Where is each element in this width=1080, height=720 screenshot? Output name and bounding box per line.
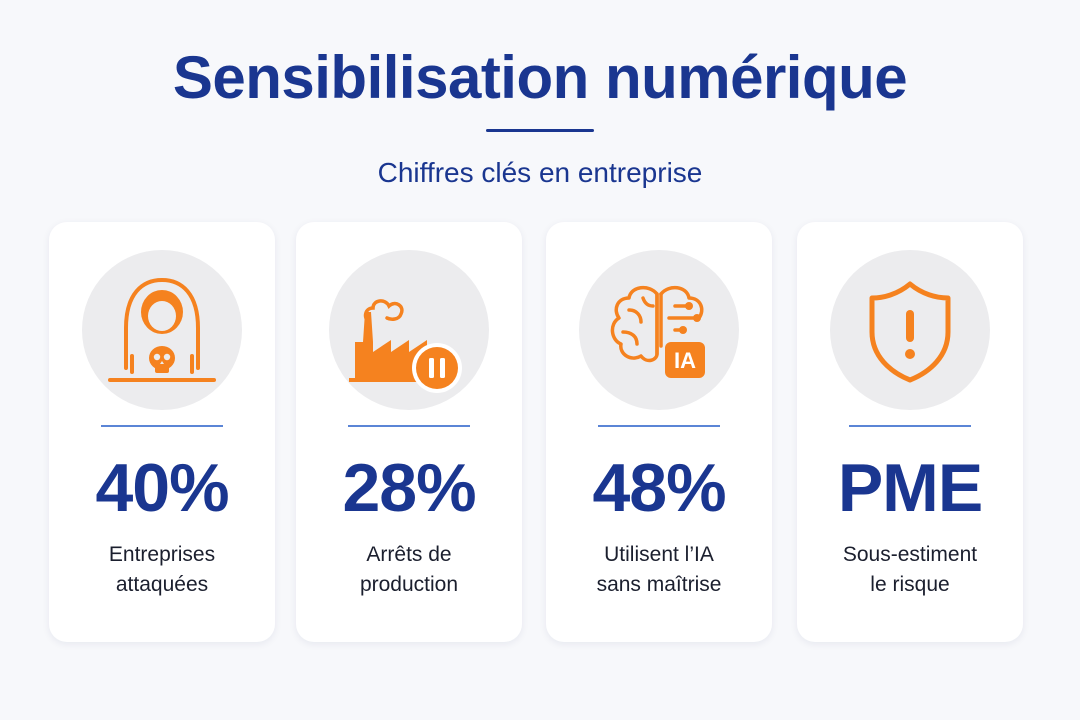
stat-card-attacks: 40% Entreprises attaquées <box>49 222 275 642</box>
card-divider <box>598 425 720 427</box>
hacker-skull-icon <box>108 278 216 382</box>
page-title: Sensibilisation numérique <box>172 44 908 111</box>
shield-warning-icon <box>869 281 951 383</box>
stat-label-line1: Arrêts de <box>366 543 452 566</box>
stat-card-production: 28% Arrêts de production <box>296 222 522 642</box>
stat-label-line2: le risque <box>870 573 950 596</box>
stat-value: PME <box>837 450 983 526</box>
stat-value: 48% <box>592 450 726 526</box>
icon-circle: IA <box>579 250 739 410</box>
ai-badge-text: IA <box>674 348 696 373</box>
stat-label-line2: attaquées <box>115 573 209 596</box>
stat-label: Sous-estiment le risque <box>805 540 1015 600</box>
icon-circle <box>329 250 489 410</box>
stat-value: 28% <box>342 450 476 526</box>
stat-label-line1: Entreprises <box>108 543 216 566</box>
stat-card-ai-usage: IA 48% Utilisent l’IA sans maîtrise <box>546 222 772 642</box>
stat-label-line2: sans maîtrise <box>596 573 722 596</box>
card-divider <box>101 425 223 427</box>
title-divider <box>486 129 594 132</box>
card-divider <box>849 425 971 427</box>
stat-label: Arrêts de production <box>304 540 514 600</box>
factory-pause-icon <box>349 299 462 393</box>
stat-label-line1: Sous-estiment <box>842 543 978 566</box>
stat-label-line1: Utilisent l’IA <box>604 543 714 566</box>
stat-label: Entreprises attaquées <box>57 540 267 600</box>
stat-value: 40% <box>95 450 229 526</box>
stat-card-sme-risk: PME Sous-estiment le risque <box>797 222 1023 642</box>
icon-circle <box>82 250 242 410</box>
brain-ai-icon: IA <box>610 285 705 378</box>
card-divider <box>348 425 470 427</box>
stat-label-line2: production <box>359 573 459 596</box>
icon-circle <box>830 250 990 410</box>
stat-label: Utilisent l’IA sans maîtrise <box>554 540 764 600</box>
page-subtitle: Chiffres clés en entreprise <box>377 157 703 188</box>
